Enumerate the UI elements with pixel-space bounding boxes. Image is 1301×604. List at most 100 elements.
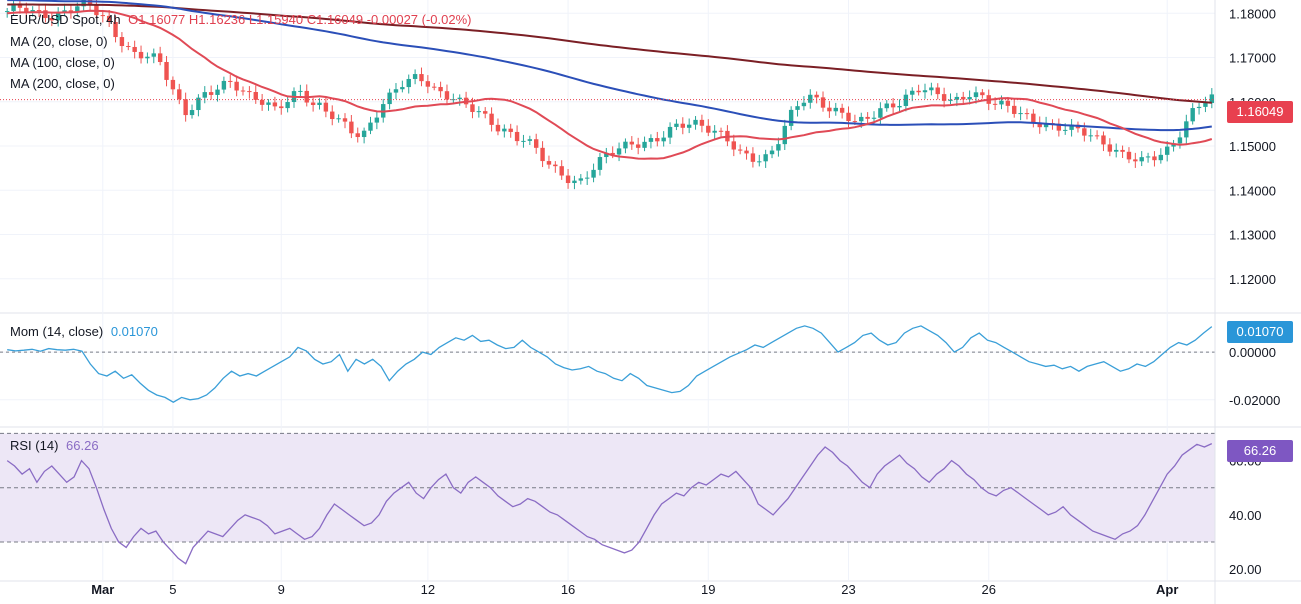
- bear-candle: [750, 153, 756, 162]
- bear-candle: [540, 147, 545, 162]
- bull-candle: [693, 119, 698, 125]
- bear-candle: [865, 116, 870, 119]
- bear-candle: [980, 92, 985, 96]
- bear-candle: [814, 94, 819, 98]
- bear-candle: [470, 104, 475, 112]
- bear-candle: [279, 106, 284, 109]
- bear-candle: [444, 91, 450, 100]
- bear-candle: [17, 3, 23, 8]
- bear-candle: [132, 46, 137, 52]
- bull-candle: [769, 150, 775, 155]
- bull-candle: [897, 105, 902, 108]
- bull-candle: [317, 102, 322, 105]
- bear-candle: [330, 111, 335, 120]
- symbol-legend: EUR/USD Spot, 4h O1.16077 H1.16236 L1.15…: [10, 12, 476, 27]
- bear-candle: [699, 119, 705, 126]
- momentum-line: [7, 325, 1213, 403]
- rsi-value: 66.26: [66, 438, 99, 453]
- ma20-legend[interactable]: MA (20, close, 0): [10, 34, 108, 49]
- bear-candle: [737, 149, 743, 151]
- bear-candle: [138, 51, 144, 59]
- bear-candle: [100, 15, 105, 17]
- bear-candle: [839, 107, 845, 113]
- bull-candle: [393, 89, 399, 93]
- bull-candle: [686, 124, 692, 128]
- bear-candle: [164, 61, 169, 80]
- rsi-line: [6, 443, 1213, 565]
- bear-candle: [1082, 128, 1087, 136]
- bear-candle: [483, 111, 488, 114]
- bear-candle: [916, 90, 921, 93]
- bear-candle: [508, 128, 513, 132]
- bear-candle: [438, 86, 443, 92]
- bear-candle: [941, 94, 947, 101]
- rsi-axis-label: 40.00: [1229, 508, 1262, 523]
- bear-candle: [1005, 100, 1011, 106]
- bear-candle: [323, 102, 329, 112]
- bear-candle: [342, 118, 348, 122]
- bull-candle: [412, 74, 418, 79]
- rsi-legend[interactable]: RSI (14) 66.26: [10, 438, 103, 453]
- time-axis-label: 5: [169, 582, 176, 597]
- bull-candle: [712, 130, 717, 133]
- bull-candle: [1114, 149, 1119, 152]
- bear-candle: [935, 87, 940, 95]
- bear-candle: [718, 130, 724, 132]
- bear-candle: [119, 37, 125, 47]
- price-badge: 1.16049: [1227, 101, 1293, 123]
- momentum-legend[interactable]: Mom (14, close) 0.01070: [10, 324, 162, 339]
- bull-candle: [1139, 157, 1144, 162]
- bull-candle: [1063, 129, 1068, 131]
- bear-candle: [1031, 113, 1036, 123]
- bear-candle: [43, 10, 48, 19]
- bull-candle: [221, 80, 227, 90]
- bear-candle: [240, 90, 246, 92]
- bear-candle: [36, 10, 42, 12]
- bear-candle: [846, 112, 851, 122]
- bull-candle: [584, 177, 590, 179]
- bear-candle: [183, 99, 188, 116]
- bear-candle: [992, 103, 998, 105]
- bear-candle: [534, 139, 539, 148]
- momentum-badge: 0.01070: [1227, 321, 1293, 343]
- bull-candle: [572, 180, 577, 184]
- bear-candle: [228, 80, 233, 82]
- time-axis-label: 16: [561, 582, 575, 597]
- bull-candle: [648, 138, 654, 142]
- bull-candle: [597, 157, 603, 170]
- bull-candle: [266, 102, 271, 105]
- ma100-legend[interactable]: MA (100, close, 0): [10, 55, 115, 70]
- bear-candle: [635, 144, 641, 148]
- bull-candle: [967, 97, 972, 100]
- rsi-label: RSI (14): [10, 438, 59, 453]
- bear-candle: [890, 103, 896, 108]
- bull-candle: [604, 152, 609, 158]
- bear-candle: [489, 113, 494, 125]
- bull-candle: [502, 128, 507, 132]
- bull-candle: [808, 94, 813, 103]
- bear-candle: [629, 141, 635, 145]
- time-axis-label: 26: [981, 582, 995, 597]
- bear-candle: [349, 121, 354, 134]
- bear-candle: [731, 141, 736, 150]
- bear-candle: [234, 81, 239, 91]
- bull-candle: [189, 110, 195, 116]
- bull-candle: [1018, 113, 1023, 115]
- bear-candle: [1037, 122, 1042, 128]
- bull-candle: [922, 90, 928, 93]
- price-axis-label: 1.13000: [1229, 228, 1276, 243]
- bull-candle: [457, 97, 462, 100]
- bull-candle: [374, 117, 380, 123]
- bear-candle: [565, 175, 571, 184]
- bear-candle: [546, 161, 552, 165]
- bear-candle: [655, 138, 660, 142]
- bull-candle: [1164, 146, 1170, 155]
- momentum-label: Mom (14, close): [10, 324, 104, 339]
- ma200-legend[interactable]: MA (200, close, 0): [10, 76, 115, 91]
- bull-candle: [400, 87, 405, 90]
- ma200-line: [7, 3, 1212, 104]
- bear-candle: [208, 92, 214, 95]
- bull-candle: [674, 123, 679, 127]
